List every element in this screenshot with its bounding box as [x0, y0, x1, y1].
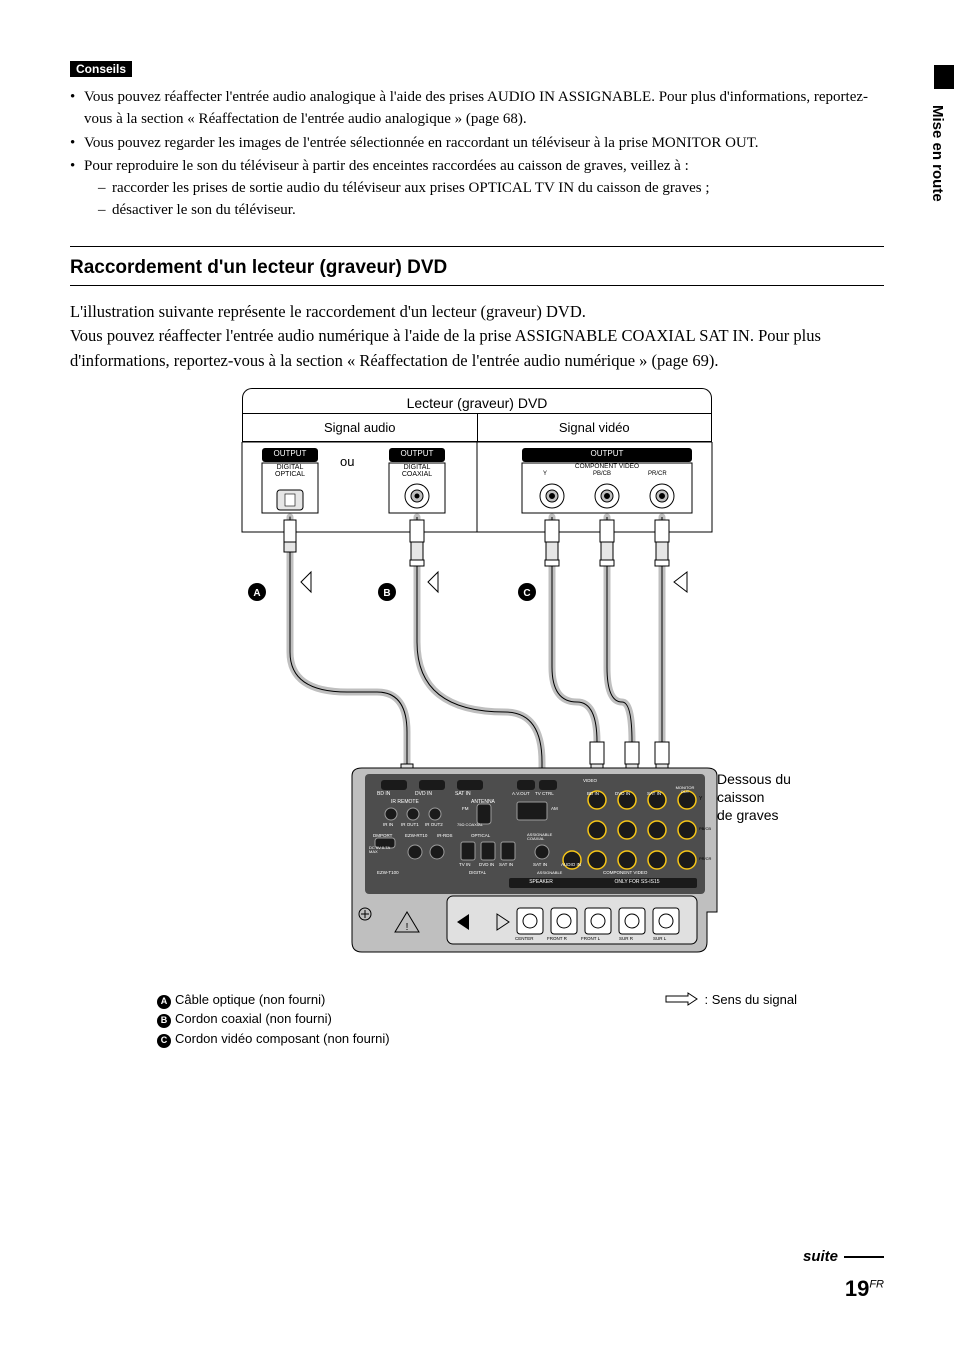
bp-antenna: ANTENNA	[471, 799, 495, 805]
bp-satin3: SAT IN	[533, 862, 547, 867]
legend-signal: : Sens du signal	[704, 992, 797, 1007]
diagram-title: Lecteur (graveur) DVD	[242, 388, 712, 413]
bp-surl: SUR L	[653, 936, 666, 941]
bp-pbcb: PB/CB	[699, 826, 715, 831]
legend-b: BCordon coaxial (non fourni)	[157, 1009, 390, 1029]
label-output-b: OUTPUT	[390, 449, 444, 458]
tip-3-text: Pour reproduire le son du téléviseur à p…	[84, 158, 689, 174]
bp-tvin: TV IN	[459, 862, 471, 867]
legend-left: ACâble optique (non fourni) BCordon coax…	[157, 990, 390, 1049]
signal-arrow-icon	[664, 992, 698, 1006]
bp-tvctrl: TV CTRL	[535, 791, 554, 796]
bp-y: Y	[699, 796, 702, 802]
tips-list: Vous pouvez réaffecter l'entrée audio an…	[70, 87, 884, 222]
bp-compvideo: COMPONENT VIDEO	[603, 870, 647, 875]
bp-monitorout: MONITOR OUT	[671, 786, 699, 794]
tip-3: Pour reproduire le son du téléviseur à p…	[70, 156, 884, 221]
bp-optical: OPTICAL	[471, 833, 490, 838]
legend: ACâble optique (non fourni) BCordon coax…	[157, 990, 797, 1049]
bp-surr: SUR R	[619, 936, 633, 941]
bp-irout1: IR OUT1	[401, 822, 419, 827]
section-heading: Raccordement d'un lecteur (graveur) DVD	[70, 257, 884, 279]
bp-irremote: IR REMOTE	[391, 799, 419, 805]
bp-irin: IR IN	[383, 822, 393, 827]
bp-assignable: ASSIGNABLECOAXIAL	[527, 833, 557, 841]
bp-prcr: PR/CR	[699, 856, 715, 861]
tip-3-sublist: raccorder les prises de sortie audio du …	[84, 178, 884, 222]
label-signal-audio: Signal audio	[243, 414, 478, 441]
bp-irrds: IR-RDS	[437, 833, 453, 838]
bp-dvdin-r: DVD IN	[615, 791, 630, 796]
diagram: Lecteur (graveur) DVD Signal audio Signa…	[147, 388, 807, 1049]
label-comp-pr: PR/CR	[648, 471, 667, 477]
tip-2: Vous pouvez regarder les images de l'ent…	[70, 133, 884, 155]
tip-3-sub-1: raccorder les prises de sortie audio du …	[98, 178, 884, 200]
bp-ezwrt10: EZW-RT10	[405, 833, 427, 838]
svg-text:!: !	[406, 922, 409, 933]
page-content: Conseils Vous pouvez réaffecter l'entrée…	[0, 0, 954, 1098]
bp-onlyfor: ONLY FOR SS-IS15	[587, 879, 687, 885]
bp-satin: SAT IN	[455, 791, 471, 797]
bp-audioin: AUDIO IN	[561, 862, 581, 867]
diagram-labels: Signal audio Signal vidéo	[242, 413, 712, 442]
legend-right: : Sens du signal	[664, 990, 797, 1049]
bp-irout2: IR OUT2	[425, 822, 443, 827]
bp-avout: A.V.OUT	[512, 791, 530, 796]
bp-bdin-r: BD IN	[587, 791, 599, 796]
tip-1: Vous pouvez réaffecter l'entrée audio an…	[70, 87, 884, 131]
label-digital-optical: DIGITALOPTICAL	[263, 464, 317, 478]
page-footer: suite 19FR	[803, 1248, 884, 1302]
label-signal-video: Signal vidéo	[478, 414, 712, 441]
label-ou: ou	[340, 454, 354, 469]
bp-am: AM	[551, 806, 558, 811]
bp-assignable2: ASSIGNABLE	[537, 870, 562, 875]
bp-bdin: BD IN	[377, 791, 390, 797]
bp-dc5v: DC 5V 0.7A MAX	[369, 846, 399, 854]
section-paragraph: L'illustration suivante représente le ra…	[70, 300, 884, 374]
bp-coax75: 75Ω COAXIAL	[457, 822, 483, 827]
tip-3-sub-2: désactiver le son du téléviseur.	[98, 200, 884, 222]
label-comp-pb: PB/CB	[593, 471, 611, 477]
bp-digital: DIGITAL	[469, 870, 486, 875]
legend-c: CCordon vidéo composant (non fourni)	[157, 1029, 390, 1049]
label-digital-coaxial: DIGITALCOAXIAL	[390, 464, 444, 478]
label-component-video: COMPONENT VIDEO	[523, 463, 691, 470]
svg-text:A: A	[253, 588, 260, 599]
label-comp-y: Y	[543, 471, 547, 477]
label-output-a: OUTPUT	[263, 449, 317, 458]
svg-text:C: C	[523, 588, 530, 599]
svg-text:B: B	[383, 588, 390, 599]
page-number: 19FR	[803, 1276, 884, 1302]
legend-a: ACâble optique (non fourni)	[157, 990, 390, 1010]
section-heading-block: Raccordement d'un lecteur (graveur) DVD	[70, 246, 884, 286]
bp-speaker: SPEAKER	[511, 879, 571, 885]
bp-frontl: FRONT L	[581, 936, 600, 941]
bp-dvdin: DVD IN	[415, 791, 432, 797]
bp-dmport: DMPORT	[373, 833, 392, 838]
bp-center: CENTER	[515, 936, 534, 941]
diagram-svg: A B C	[147, 442, 807, 982]
bp-fm: FM	[462, 806, 469, 811]
caption-subwoofer: Dessous du caissonde graves	[717, 770, 807, 825]
conseils-badge: Conseils	[70, 61, 132, 77]
bp-satin2: SAT IN	[499, 862, 513, 867]
suite-indicator: suite	[803, 1248, 884, 1265]
bp-dvdin2: DVD IN	[479, 862, 494, 867]
bp-frontr: FRONT R	[547, 936, 567, 941]
bp-ezwt100: EZW-T100	[377, 870, 399, 875]
label-output-c: OUTPUT	[523, 449, 691, 458]
suite-rule	[844, 1256, 884, 1258]
bp-satin-r: SAT IN	[647, 791, 661, 796]
bp-video: VIDEO	[575, 779, 605, 784]
